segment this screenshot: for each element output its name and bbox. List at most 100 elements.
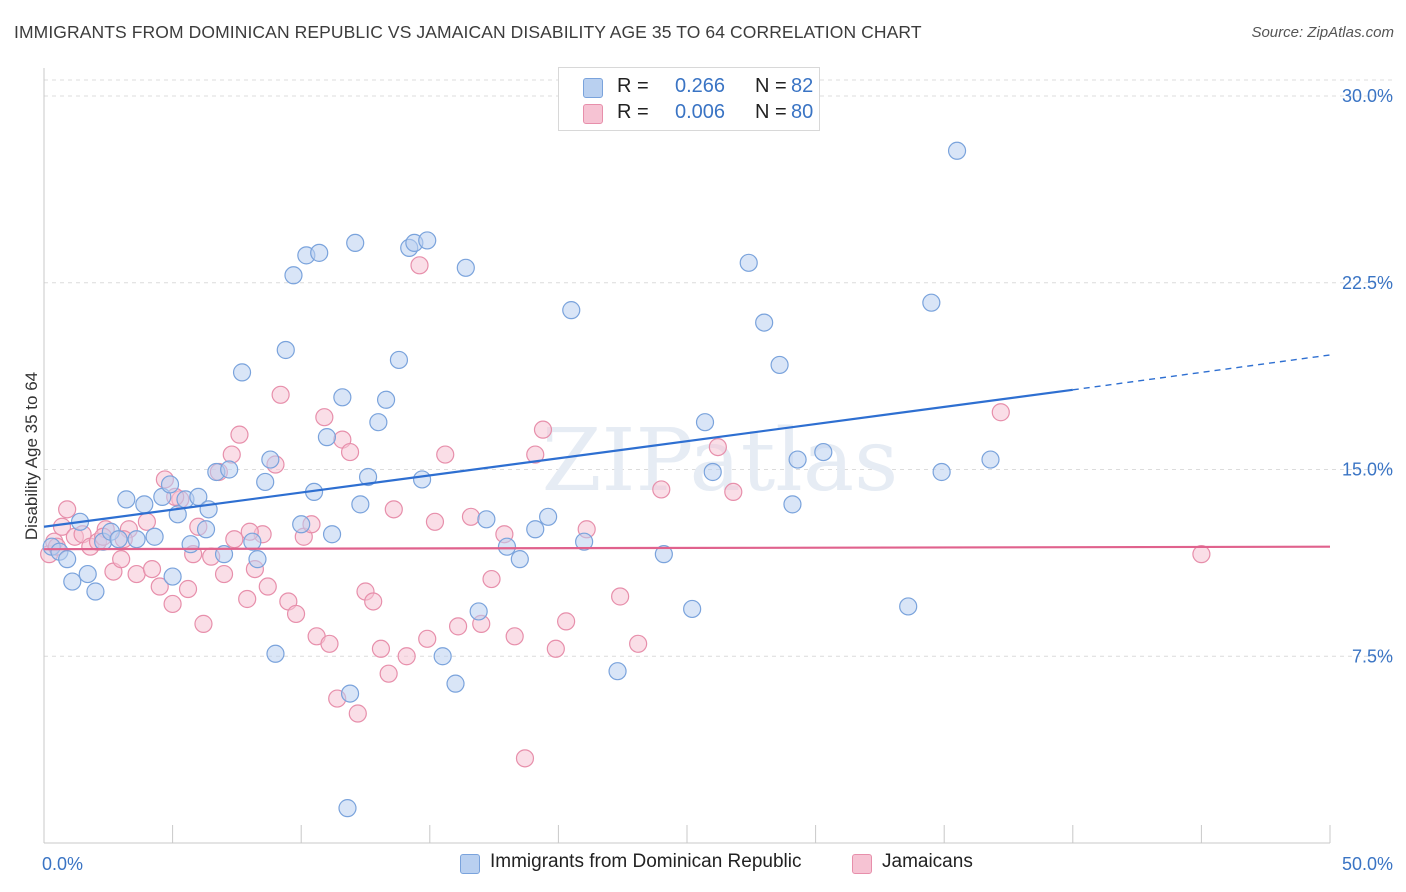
dominican-point xyxy=(322,525,342,544)
jamaican-point xyxy=(371,639,391,658)
trend-lines xyxy=(43,354,1331,551)
dominican-point xyxy=(981,450,1000,469)
dominican-point xyxy=(196,520,216,539)
jamaican-point xyxy=(515,749,535,768)
chart-title: IMMIGRANTS FROM DOMINICAN REPUBLIC VS JA… xyxy=(14,22,922,42)
dominican-points xyxy=(42,141,1000,818)
jamaicans-legend-label: Jamaicans xyxy=(882,851,973,872)
jamaican-point xyxy=(286,604,306,624)
jamaican-trend-line xyxy=(43,545,1331,551)
dominican-trend-line xyxy=(43,388,1073,528)
jamaican-point xyxy=(258,577,277,596)
dominican-point xyxy=(276,340,295,360)
jamaican-point xyxy=(652,480,671,499)
dominican-swatch xyxy=(583,78,603,98)
jamaican-point xyxy=(461,507,481,526)
r-label: R = xyxy=(617,75,649,97)
dominican-point xyxy=(220,460,239,479)
dominican-point xyxy=(608,662,627,681)
jamaican-point xyxy=(320,634,339,653)
dominican-point xyxy=(145,527,164,546)
dominican-point xyxy=(526,520,545,539)
dominican-point xyxy=(497,537,517,556)
dominican-point xyxy=(284,266,303,285)
jamaican-point xyxy=(214,564,234,584)
dominican-point xyxy=(63,572,82,591)
axes xyxy=(43,68,1331,844)
y-tick-label: 15.0% xyxy=(1342,460,1393,480)
n-value: 80 xyxy=(791,101,814,123)
source-credit: Source: ZipAtlas.com xyxy=(1251,24,1394,41)
jamaican-point xyxy=(482,569,501,589)
jamaican-point xyxy=(384,500,403,519)
dominican-point xyxy=(109,530,128,549)
dominican-point xyxy=(346,233,365,253)
dominican-point xyxy=(770,355,789,375)
dominican-point xyxy=(160,475,180,494)
y-tick-label: 7.5% xyxy=(1352,646,1393,666)
dominican-point xyxy=(412,470,432,489)
dominican-point xyxy=(695,413,715,432)
jamaican-point xyxy=(436,445,455,464)
dominican-legend-swatch xyxy=(460,854,480,874)
jamaican-point xyxy=(1192,545,1211,564)
jamaican-point xyxy=(340,442,360,462)
dominican-point xyxy=(510,550,529,569)
n-value: 82 xyxy=(791,75,814,97)
dominican-point xyxy=(340,684,360,703)
r-label: R = xyxy=(617,101,649,123)
jamaican-point xyxy=(546,639,565,658)
jamaican-point xyxy=(991,403,1010,422)
dominican-point xyxy=(58,550,77,569)
jamaican-point xyxy=(410,256,429,275)
dominican-point xyxy=(78,564,97,584)
jamaican-point xyxy=(230,425,249,444)
jamaican-point xyxy=(379,664,398,683)
dominican-point xyxy=(446,674,465,693)
dominican-point xyxy=(477,510,496,529)
dominican-point xyxy=(266,644,285,663)
jamaican-point xyxy=(238,589,257,609)
jamaican-point xyxy=(150,577,169,596)
dominican-legend-label: Immigrants from Dominican Republic xyxy=(490,851,802,872)
dominican-point xyxy=(456,258,475,277)
jamaican-point xyxy=(52,517,72,536)
dominican-point xyxy=(86,582,105,601)
dominican-point xyxy=(369,413,388,432)
dominican-point xyxy=(261,450,280,469)
dominican-point xyxy=(922,293,941,312)
jamaican-point xyxy=(127,564,146,584)
dominican-point xyxy=(376,390,396,409)
jamaican-point xyxy=(708,437,727,457)
jamaican-point xyxy=(348,704,367,723)
dominican-point xyxy=(469,602,488,621)
jamaican-point xyxy=(611,587,630,606)
dominican-point xyxy=(310,243,329,262)
dominican-point xyxy=(181,535,200,554)
jamaican-point xyxy=(58,500,77,519)
dominican-point xyxy=(256,472,275,492)
jamaican-point xyxy=(112,550,131,569)
dominican-point xyxy=(418,231,437,250)
jamaican-point xyxy=(137,512,156,531)
jamaican-point xyxy=(364,592,383,611)
dominican-point xyxy=(575,532,594,551)
dominican-point xyxy=(947,141,967,160)
n-label: N = xyxy=(755,75,787,97)
jamaican-point xyxy=(142,559,162,579)
dominican-point xyxy=(292,515,311,534)
dominican-point xyxy=(117,490,136,509)
r-value: 0.266 xyxy=(675,75,726,97)
jamaican-point xyxy=(271,385,290,404)
jamaican-point xyxy=(418,629,437,648)
dominican-point xyxy=(135,495,154,514)
jamaican-point xyxy=(505,627,524,646)
dominican-point xyxy=(333,388,352,407)
dominican-point xyxy=(248,550,267,569)
jamaican-point xyxy=(397,647,416,666)
y-tick-label: 22.5% xyxy=(1342,273,1393,293)
dominican-point xyxy=(683,599,702,619)
dominican-point xyxy=(783,495,802,514)
dominican-point xyxy=(932,462,951,482)
